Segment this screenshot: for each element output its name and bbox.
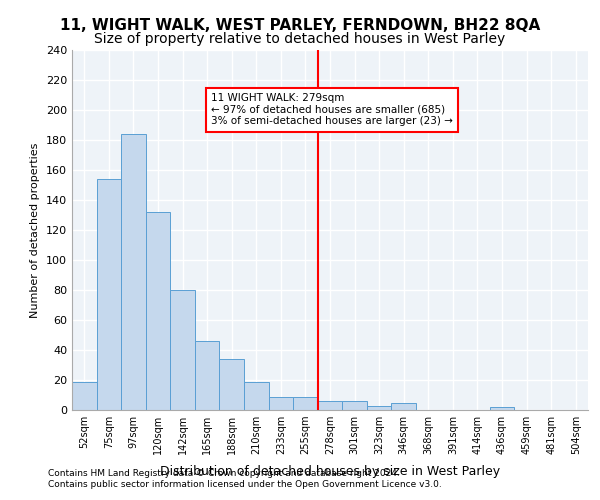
Bar — [121, 134, 146, 410]
Bar — [97, 179, 121, 410]
Bar — [293, 396, 318, 410]
Bar — [72, 382, 97, 410]
Text: 11, WIGHT WALK, WEST PARLEY, FERNDOWN, BH22 8QA: 11, WIGHT WALK, WEST PARLEY, FERNDOWN, B… — [60, 18, 540, 32]
Bar — [220, 359, 244, 410]
Bar — [170, 290, 195, 410]
Bar — [195, 341, 220, 410]
Text: Contains HM Land Registry data © Crown copyright and database right 2024.: Contains HM Land Registry data © Crown c… — [48, 468, 400, 477]
Text: 11 WIGHT WALK: 279sqm
← 97% of detached houses are smaller (685)
3% of semi-deta: 11 WIGHT WALK: 279sqm ← 97% of detached … — [211, 93, 453, 126]
Text: Size of property relative to detached houses in West Parley: Size of property relative to detached ho… — [94, 32, 506, 46]
Bar — [391, 402, 416, 410]
X-axis label: Distribution of detached houses by size in West Parley: Distribution of detached houses by size … — [160, 466, 500, 478]
Bar — [342, 401, 367, 410]
Bar — [367, 406, 391, 410]
Bar — [269, 396, 293, 410]
Bar — [318, 401, 342, 410]
Bar — [490, 407, 514, 410]
Y-axis label: Number of detached properties: Number of detached properties — [31, 142, 40, 318]
Bar — [244, 382, 269, 410]
Text: Contains public sector information licensed under the Open Government Licence v3: Contains public sector information licen… — [48, 480, 442, 489]
Bar — [146, 212, 170, 410]
